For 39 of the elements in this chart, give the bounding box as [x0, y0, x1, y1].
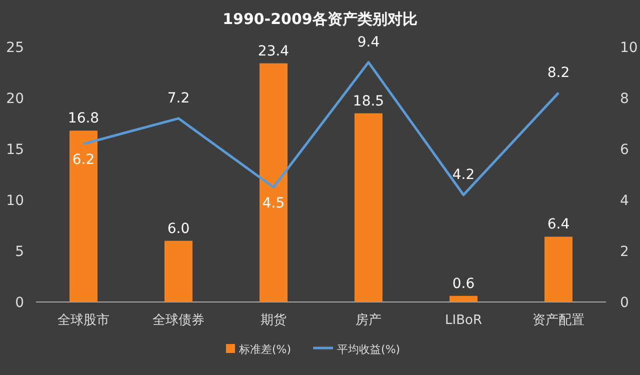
data-label: 4.2	[452, 166, 475, 183]
data-label: 4.5	[262, 195, 285, 212]
y-tick-label: 20	[6, 91, 24, 107]
data-label: 9.4	[357, 34, 380, 50]
data-label: 6.2	[72, 152, 95, 168]
y2-tick-label: 8	[620, 91, 629, 107]
bar	[164, 240, 192, 302]
bar	[70, 130, 98, 302]
y-tick-label: 15	[6, 142, 24, 158]
data-label: 18.5	[352, 93, 384, 110]
y-tick-label: 5	[15, 244, 24, 260]
data-label: 7.2	[167, 90, 190, 106]
x-tick-label: 资产配置	[532, 313, 584, 328]
data-label: 0.6	[452, 276, 475, 292]
y-tick-label: 25	[6, 40, 24, 56]
y2-tick-label: 10	[620, 40, 638, 56]
data-label: 8.2	[547, 64, 570, 81]
x-tick-label: 全球债券	[152, 313, 204, 328]
x-tick-label: 期货	[260, 313, 286, 328]
bar	[544, 236, 572, 302]
data-label: 6.4	[547, 216, 570, 233]
data-label: 16.8	[68, 110, 100, 127]
y-tick-label: 0	[15, 295, 24, 311]
legend-label: 标准差(%)	[238, 343, 292, 356]
y-tick-label: 10	[6, 193, 24, 209]
legend-label: 平均收益(%)	[337, 343, 400, 356]
bar	[354, 113, 382, 302]
data-label: 6.0	[167, 220, 190, 237]
bar	[450, 296, 478, 302]
y2-tick-label: 6	[620, 142, 629, 158]
bar	[260, 63, 288, 302]
y2-tick-label: 4	[620, 193, 629, 209]
x-tick-label: 房产	[356, 312, 382, 328]
data-label: 23.4	[258, 43, 290, 60]
y2-tick-label: 2	[620, 244, 629, 260]
y2-tick-label: 0	[620, 295, 629, 311]
x-tick-label: 全球股市	[58, 313, 110, 328]
x-tick-label: LIBoR	[445, 313, 482, 328]
chart-title: 1990-2009各资产类别对比	[222, 10, 418, 28]
